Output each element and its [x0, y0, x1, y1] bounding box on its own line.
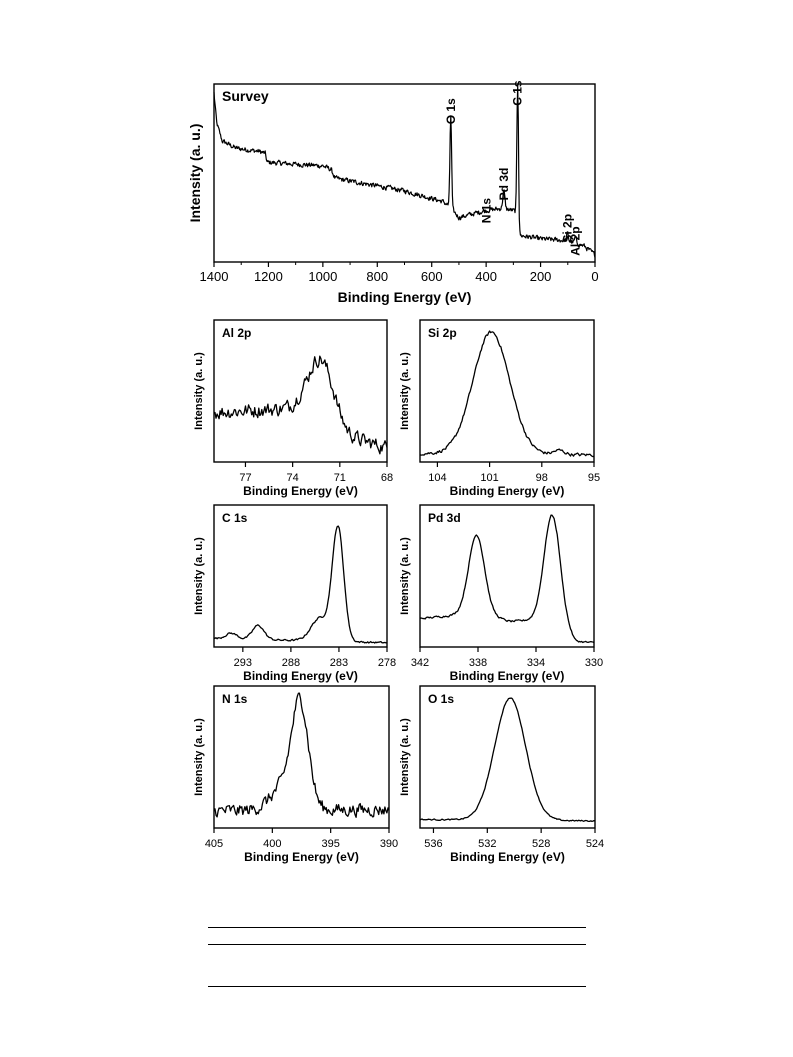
x-tick-label: 1000 — [308, 269, 337, 284]
y-axis-label: Intensity (a. u.) — [399, 718, 411, 796]
x-tick-label: 0 — [591, 269, 598, 284]
x-tick-label: 101 — [480, 472, 498, 484]
panel-al-2p: 77 74 71 68 Binding Energy (eV) Intensity (a.… — [193, 319, 393, 498]
x-tick-label: 95 — [588, 472, 600, 484]
x-tick-label: 330 — [585, 657, 603, 669]
plot-frame — [213, 504, 388, 648]
panel-title: C 1s — [222, 511, 248, 525]
x-tick-label: 405 — [205, 838, 223, 850]
panel-title: Al 2p — [222, 326, 251, 340]
x-tick-label: 288 — [282, 657, 300, 669]
x-tick-label: 400 — [475, 269, 497, 284]
x-tick-label: 200 — [530, 269, 552, 284]
y-axis-label: Intensity (a. u.) — [193, 718, 205, 796]
panel-survey: 1400 1200 1000 800 600 400 200 0 Binding Energy … — [187, 80, 599, 305]
table-rule-bottom — [208, 986, 586, 987]
x-tick-label: 524 — [586, 838, 604, 850]
spectrum-line — [213, 525, 388, 644]
spectrum-line — [419, 514, 595, 644]
peak-label: Pd 3d — [497, 168, 511, 201]
x-tick-label: 528 — [532, 838, 550, 850]
x-axis-label: Binding Energy (eV) — [244, 850, 359, 864]
spectrum-line — [419, 697, 596, 823]
x-tick-label: 334 — [527, 657, 545, 669]
panel-title: Survey — [222, 88, 269, 104]
x-tick-label: 395 — [321, 838, 339, 850]
panel-si-2p: 104 101 98 95 Binding Energy (eV) Intensity (… — [399, 319, 600, 498]
panel-title: O 1s — [428, 692, 454, 706]
x-tick-label: 283 — [330, 657, 348, 669]
y-axis-label: Intensity (a. u.) — [399, 537, 411, 615]
x-tick-label: 104 — [428, 472, 446, 484]
plot-frame — [213, 685, 390, 829]
x-tick-label: 98 — [536, 472, 548, 484]
x-tick-label: 71 — [334, 472, 346, 484]
plot-frame — [419, 319, 595, 463]
x-tick-label: 68 — [381, 472, 393, 484]
plot-frame — [419, 685, 596, 829]
peak-label: Al 2p — [568, 226, 582, 255]
x-tick-label: 600 — [421, 269, 443, 284]
x-axis-label: Binding Energy (eV) — [243, 484, 358, 498]
x-axis-label: Binding Energy (eV) — [450, 669, 565, 683]
x-tick-label: 800 — [366, 269, 388, 284]
y-axis-label: Intensity (a. u.) — [399, 352, 411, 430]
spectrum-line — [213, 355, 388, 455]
plot-frame — [213, 319, 388, 463]
x-tick-label: 390 — [380, 838, 398, 850]
y-axis-label: Intensity (a. u.) — [187, 124, 203, 223]
panel-n-1s: 405 400 395 390 Binding Energy (eV) Intensity… — [193, 685, 398, 864]
peak-label: Si 2p — [561, 214, 575, 243]
x-axis-label: Binding Energy (eV) — [450, 484, 565, 498]
peak-label: C 1s — [511, 80, 525, 106]
x-tick-label: 536 — [424, 838, 442, 850]
peak-label: N 1s — [480, 198, 494, 224]
y-axis-label: Intensity (a. u.) — [193, 537, 205, 615]
table-rule-middle — [208, 944, 586, 945]
x-tick-label: 1400 — [200, 269, 229, 284]
x-tick-label: 293 — [234, 657, 252, 669]
x-tick-label: 77 — [239, 472, 251, 484]
peak-label: O 1s — [444, 98, 458, 124]
x-axis-label: Binding Energy (eV) — [450, 850, 565, 864]
x-tick-label: 532 — [478, 838, 496, 850]
panel-title: Si 2p — [428, 326, 457, 340]
x-axis-label: Binding Energy (eV) — [338, 289, 472, 305]
x-axis-label: Binding Energy (eV) — [243, 669, 358, 683]
table-rule-top — [208, 927, 586, 928]
x-tick-label: 342 — [411, 657, 429, 669]
y-axis-label: Intensity (a. u.) — [193, 352, 205, 430]
panel-pd-3d: 342 338 334 330 Binding Energy (eV) Intensity… — [399, 504, 603, 683]
spectrum-line — [419, 330, 595, 458]
x-tick-label: 400 — [263, 838, 281, 850]
panel-c-1s: 293 288 283 278 Binding Energy (eV) Intensity… — [193, 504, 396, 683]
x-tick-label: 1200 — [254, 269, 283, 284]
panel-title: Pd 3d — [428, 511, 461, 525]
x-tick-label: 74 — [287, 472, 299, 484]
panel-title: N 1s — [222, 692, 248, 706]
x-tick-label: 278 — [378, 657, 396, 669]
plot-frame — [419, 504, 595, 648]
spectrum-line — [213, 85, 596, 258]
spectrum-line — [213, 692, 390, 818]
x-tick-label: 338 — [469, 657, 487, 669]
panel-o-1s: 536 532 528 524 Binding Energy (eV) Intensity… — [399, 685, 604, 864]
